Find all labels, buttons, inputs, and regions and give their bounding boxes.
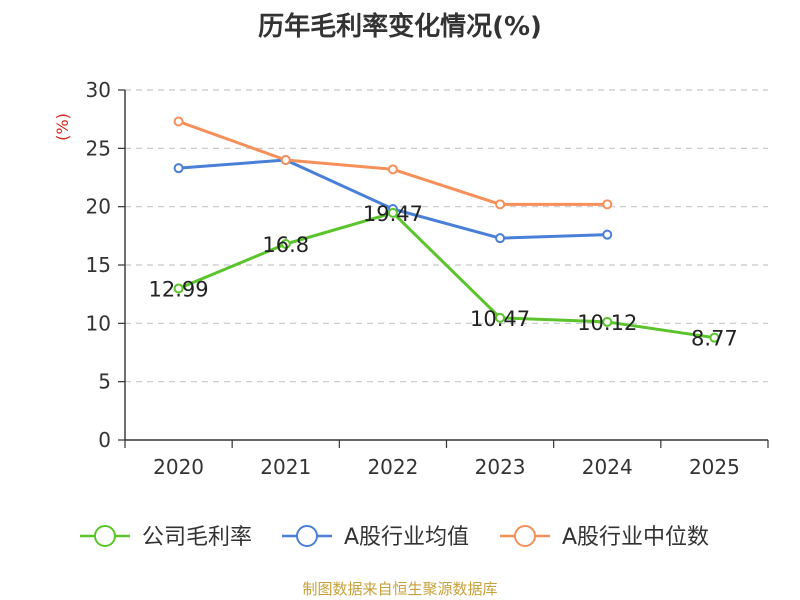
legend-marker bbox=[514, 525, 536, 547]
data-point bbox=[495, 199, 506, 210]
data-point bbox=[495, 233, 506, 244]
data-point bbox=[602, 229, 613, 240]
y-tick-label: 5 bbox=[98, 370, 111, 394]
data-point bbox=[602, 199, 613, 210]
x-tick-label-2023: 2023 bbox=[475, 455, 526, 479]
data-point bbox=[173, 283, 184, 294]
y-tick-label: 30 bbox=[86, 78, 111, 102]
data-label: 12.99 bbox=[149, 277, 209, 301]
data-label: 10.12 bbox=[577, 311, 637, 335]
x-tick-label-2022: 2022 bbox=[367, 455, 418, 479]
y-tick-label: 0 bbox=[98, 428, 111, 452]
y-tick-label: 20 bbox=[86, 195, 111, 219]
y-axis-unit-label: (%) bbox=[53, 113, 72, 141]
data-labels: 12.99 16.8 19.47 10.47 10.12 8.77 bbox=[149, 202, 738, 351]
data-point bbox=[280, 239, 291, 249]
series-line-0 bbox=[178, 211, 715, 340]
data-source-note: 制图数据来自恒生聚源数据库 bbox=[302, 580, 498, 598]
data-label: 8.77 bbox=[691, 327, 738, 351]
legend-label: 公司毛利率 bbox=[142, 525, 252, 550]
y-tick-label: 10 bbox=[86, 311, 111, 335]
legend-label: A股行业均值 bbox=[344, 525, 469, 550]
data-label: 16.8 bbox=[262, 233, 309, 257]
y-tick-label: 15 bbox=[86, 253, 111, 277]
data-point bbox=[173, 163, 184, 174]
chart-title: 历年毛利率变化情况(%) bbox=[258, 12, 542, 42]
y-tick-label: 25 bbox=[86, 136, 111, 160]
data-point bbox=[173, 116, 184, 127]
legend-marker bbox=[94, 525, 116, 547]
data-point bbox=[387, 164, 398, 175]
data-point bbox=[709, 332, 720, 343]
x-tick-label-2024: 2024 bbox=[582, 455, 633, 479]
data-label: 10.47 bbox=[470, 307, 530, 331]
x-tick-label-2021: 2021 bbox=[260, 455, 311, 479]
data-point bbox=[495, 312, 506, 323]
x-tick-label-2025: 2025 bbox=[689, 455, 740, 479]
data-point bbox=[602, 316, 613, 327]
legend-marker bbox=[296, 525, 318, 547]
legend: 公司毛利率 A股行业均值 A股行业中位数 bbox=[80, 525, 709, 550]
legend-label: A股行业中位数 bbox=[562, 525, 709, 550]
grid-lines bbox=[125, 89, 768, 383]
data-point bbox=[280, 155, 291, 165]
data-label: 19.47 bbox=[363, 202, 423, 226]
data-point bbox=[387, 207, 398, 218]
x-tick-label-2020: 2020 bbox=[153, 455, 204, 479]
series-lines bbox=[173, 116, 720, 343]
